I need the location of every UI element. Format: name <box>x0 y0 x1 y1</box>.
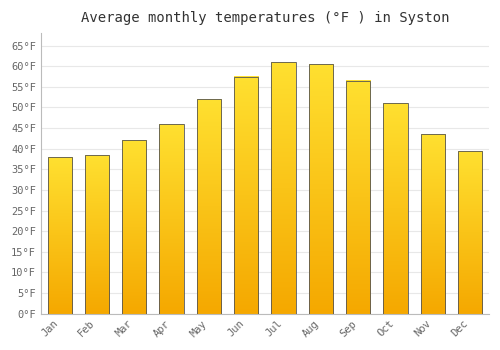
Bar <box>384 103 407 314</box>
Bar <box>421 134 445 314</box>
Bar <box>234 77 258 314</box>
Bar <box>85 155 109 314</box>
Title: Average monthly temperatures (°F ) in Syston: Average monthly temperatures (°F ) in Sy… <box>80 11 449 25</box>
Bar <box>48 157 72 314</box>
Bar <box>272 62 295 314</box>
Bar <box>122 140 146 314</box>
Bar <box>309 64 333 314</box>
Bar <box>197 99 221 314</box>
Bar <box>160 124 184 314</box>
Bar <box>346 80 370 314</box>
Bar <box>458 151 482 314</box>
